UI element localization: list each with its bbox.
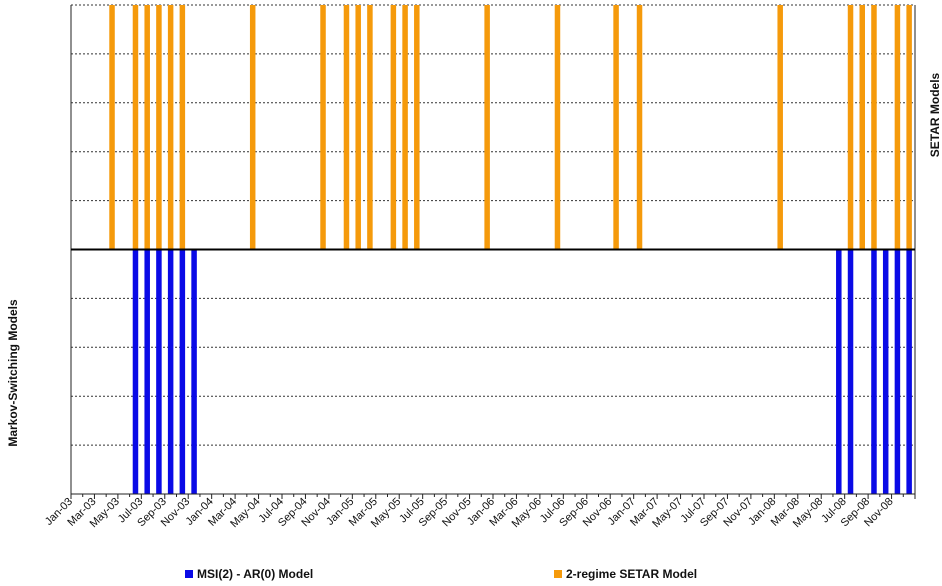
legend-item-setar: 2-regime SETAR Model <box>554 566 697 582</box>
legend-label-msi: MSI(2) - AR(0) Model <box>197 567 314 581</box>
bar-setar-apr-04 <box>249 5 256 250</box>
bar-setar-jan-07 <box>636 5 643 250</box>
bar-setar-jan-08 <box>777 5 783 250</box>
bar-setar-apr-05 <box>390 5 397 250</box>
bar-msi-nov-03 <box>191 249 197 494</box>
legend-swatch-setar <box>554 570 562 578</box>
bar-setar-jun-03 <box>132 5 139 250</box>
bar-msi-jun-08 <box>836 249 842 494</box>
legend-swatch-msi <box>185 570 193 578</box>
bar-setar-feb-05 <box>367 5 373 250</box>
bar-msi-jul-03 <box>144 249 150 494</box>
bar-setar-jul-03 <box>144 5 150 250</box>
bar-msi-dec-08 <box>906 249 912 494</box>
y-axis-label-setar: SETAR Models <box>928 72 942 157</box>
bar-msi-sep-08 <box>871 249 877 494</box>
bar-setar-jun-05 <box>414 5 420 250</box>
gridlines <box>71 4 915 446</box>
bar-setar-may-05 <box>402 5 408 250</box>
bar-setar-aug-03 <box>156 5 162 250</box>
bar-setar-dec-05 <box>484 5 490 250</box>
bar-msi-nov-08 <box>894 249 901 494</box>
bar-msi-sep-03 <box>167 249 174 494</box>
bar-msi-aug-03 <box>156 249 162 494</box>
bar-setar-nov-06 <box>613 5 619 250</box>
bar-msi-oct-08 <box>882 249 889 494</box>
legend-item-msi: MSI(2) - AR(0) Model <box>185 566 313 582</box>
legend-label-setar: 2-regime SETAR Model <box>566 567 698 581</box>
bars <box>109 5 912 494</box>
bar-msi-jul-08 <box>847 249 854 494</box>
bar-msi-oct-03 <box>179 249 186 494</box>
bar-setar-sep-08 <box>871 5 877 250</box>
axes <box>70 5 916 499</box>
bar-setar-jun-06 <box>554 5 561 250</box>
bar-setar-oct-03 <box>179 5 186 250</box>
bar-setar-oct-04 <box>320 5 326 250</box>
bar-setar-apr-03 <box>109 5 115 250</box>
bar-setar-dec-04 <box>343 5 350 250</box>
bar-setar-nov-08 <box>894 5 901 250</box>
bar-msi-jun-03 <box>132 249 139 494</box>
bar-setar-jul-08 <box>847 5 854 250</box>
bar-setar-jan-05 <box>355 5 361 250</box>
bar-setar-aug-08 <box>859 5 865 250</box>
x-tick-labels: Jan-03Mar-03May-03Jul-03Sep-03Nov-03Jan-… <box>43 496 896 530</box>
bar-setar-sep-03 <box>167 5 174 250</box>
bar-setar-dec-08 <box>906 5 912 250</box>
y-axis-label-markov: Markov-Switching Models <box>6 299 20 447</box>
